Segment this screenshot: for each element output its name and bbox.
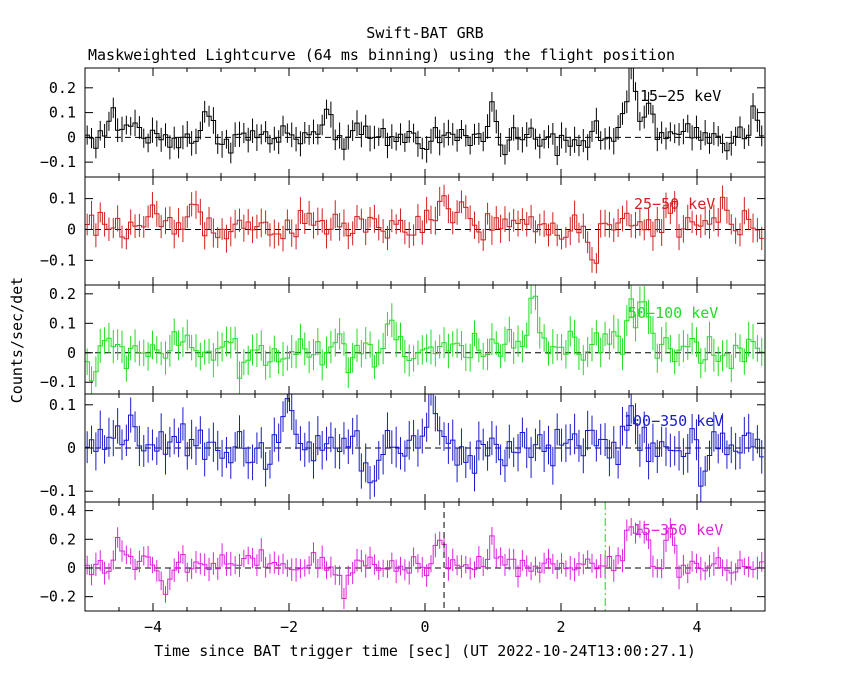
y-tick-label: 0: [67, 439, 76, 457]
x-tick-label: 2: [556, 618, 565, 636]
panel-4: −0.1 0 0.1 100−350 keV: [40, 393, 766, 503]
y-tick-label: 0: [67, 220, 76, 238]
panel-2: −0.1 0 0.1 25−50 keV: [40, 176, 766, 286]
panel-3: −0.1 0 0.1 0.2 50−100 keV: [40, 284, 766, 395]
panel-5: −0.2 0 0.2 0.4 15−350 keV: [40, 501, 766, 612]
panel-plot-area: [85, 68, 765, 166]
y-tick-label: −0.2: [40, 588, 76, 606]
y-tick-label: 0: [67, 128, 76, 146]
chart-subtitle: Maskweighted Lightcurve (64 ms binning) …: [88, 46, 675, 64]
y-tick-label: −0.1: [40, 251, 76, 269]
energy-band-label: 25−50 keV: [634, 195, 715, 213]
series-step-line: [85, 195, 764, 264]
y-tick-label: 0: [67, 344, 76, 362]
panel-plot-area: [85, 502, 765, 611]
y-tick-label: −0.1: [40, 153, 76, 171]
y-tick-label: 0.1: [49, 190, 76, 208]
y-tick-label: −0.1: [40, 482, 76, 500]
energy-band-label: 50−100 keV: [628, 304, 718, 322]
panel-frame: [84, 501, 766, 612]
x-tick-label: 0: [420, 618, 429, 636]
panel-plot-area: [85, 285, 765, 394]
panel-plot-area: [85, 394, 765, 502]
energy-band-label: 100−350 keV: [624, 412, 723, 430]
y-tick-label: −0.1: [40, 373, 76, 391]
energy-band-label: 15−25 keV: [640, 87, 721, 105]
y-tick-label: 0.1: [49, 396, 76, 414]
series-step-line: [85, 295, 764, 382]
series-step-line: [85, 526, 764, 599]
x-tick-label: −4: [144, 618, 162, 636]
y-tick-label: 0: [67, 559, 76, 577]
panel-plot-area: [85, 184, 765, 274]
series-step-line: [85, 394, 764, 487]
y-axis-label: Counts/sec/det: [8, 277, 26, 403]
y-tick-label: 0.2: [49, 79, 76, 97]
energy-band-label: 15−350 keV: [633, 521, 723, 539]
x-tick-label: 4: [692, 618, 701, 636]
panels-group: −0.100.10.2 15−25 keV−0.100.1 25−50 keV−0.…: [40, 67, 766, 636]
y-tick-label: 0.2: [49, 530, 76, 548]
panel-1: −0.1 0 0.1 0.2 15−25 keV: [40, 67, 766, 178]
series-step-line: [85, 68, 764, 156]
x-tick-label: −2: [280, 618, 298, 636]
y-tick-label: 0.1: [49, 314, 76, 332]
y-tick-label: 0.4: [49, 502, 76, 520]
y-tick-label: 0.1: [49, 104, 76, 122]
y-tick-label: 0.2: [49, 285, 76, 303]
chart-title: Swift-BAT GRB: [366, 24, 483, 42]
x-axis-label: Time since BAT trigger time [sec] (UT 20…: [154, 642, 696, 660]
